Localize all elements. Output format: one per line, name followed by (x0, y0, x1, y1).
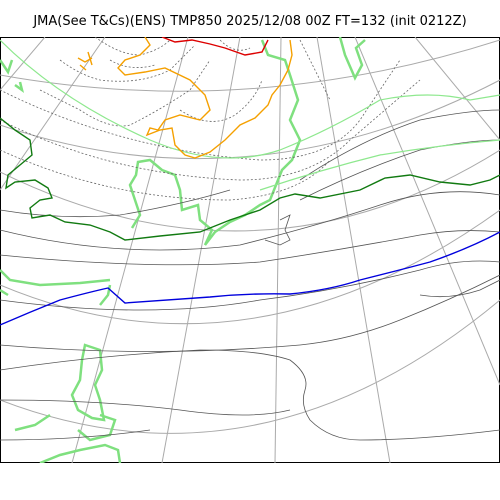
isotherm-orange (117, 37, 293, 159)
contours-dotted (0, 37, 421, 201)
weather-map (0, 37, 500, 463)
isotherm-green (0, 117, 500, 241)
isotherm-red (161, 37, 269, 56)
map-title: JMA(See T&Cs)(ENS) TMP850 2025/12/08 00Z… (33, 14, 467, 29)
isotherm-blue (0, 231, 500, 326)
graticule-parallels (0, 39, 500, 434)
isotherm-light-green (0, 39, 500, 191)
graticule-meridians (0, 37, 500, 463)
isotherm-orange-small (77, 51, 93, 71)
contours-solid (0, 109, 500, 441)
map-frame (0, 37, 500, 463)
